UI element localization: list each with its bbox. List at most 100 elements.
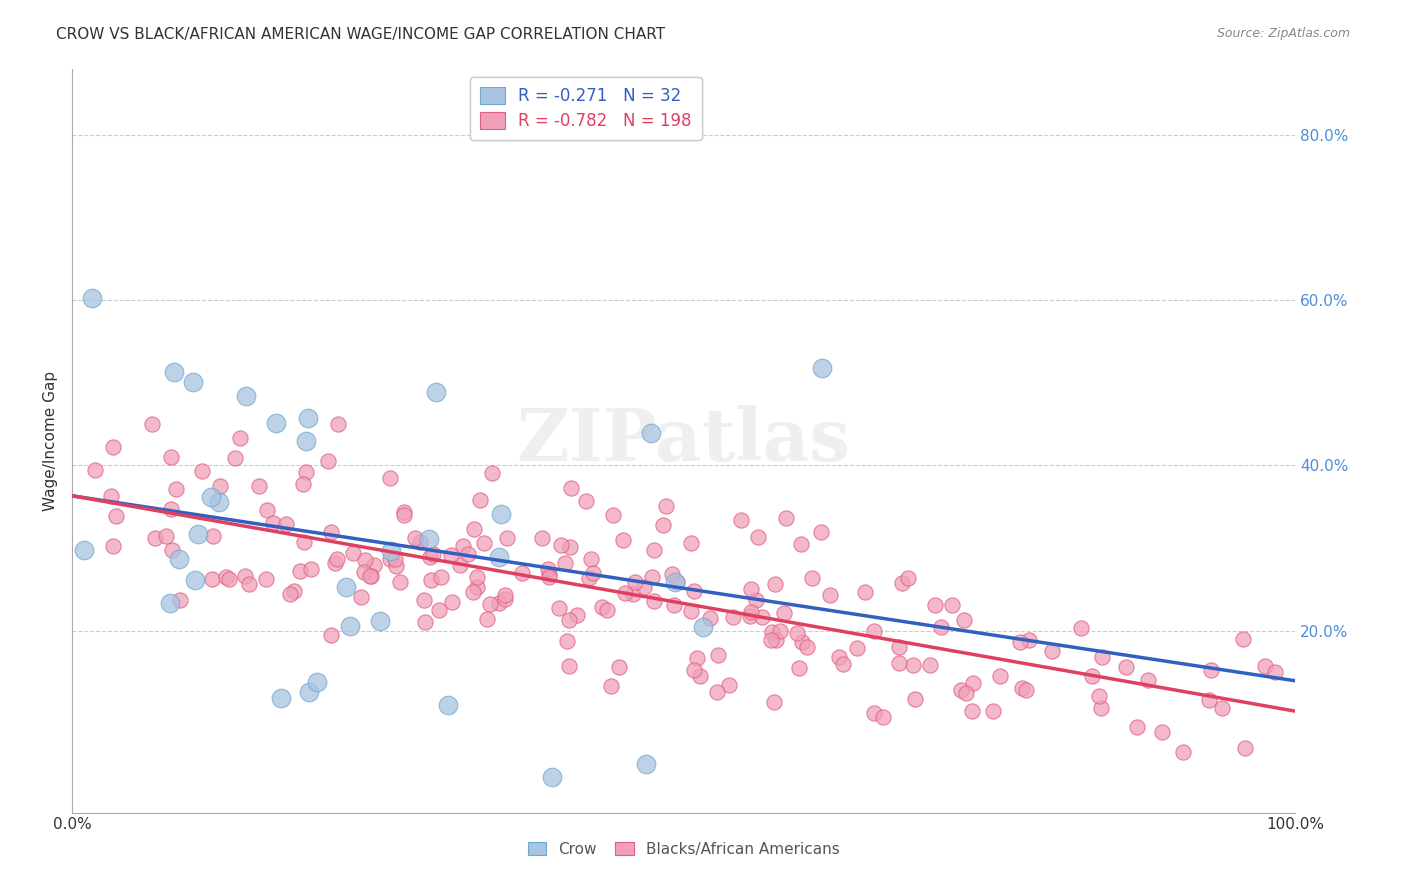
Point: [730, 513, 752, 527]
Point: [100, 489, 122, 503]
Point: [238, 576, 260, 591]
Point: [262, 516, 284, 530]
Point: [384, 552, 406, 566]
Point: [773, 606, 796, 620]
Point: [683, 584, 706, 599]
Point: [664, 575, 686, 590]
Point: [159, 501, 181, 516]
Point: [229, 431, 252, 445]
Point: [918, 658, 941, 673]
Point: [1173, 745, 1195, 759]
Point: [763, 695, 786, 709]
Point: [463, 523, 485, 537]
Point: [652, 517, 675, 532]
Point: [278, 587, 301, 601]
Point: [389, 574, 412, 589]
Point: [247, 479, 270, 493]
Point: [531, 531, 554, 545]
Point: [941, 599, 963, 613]
Point: [209, 479, 232, 493]
Point: [437, 698, 460, 712]
Point: [489, 507, 512, 521]
Point: [467, 570, 489, 584]
Point: [541, 770, 564, 784]
Point: [449, 558, 471, 572]
Point: [394, 508, 416, 523]
Point: [224, 451, 246, 466]
Point: [796, 640, 818, 654]
Point: [537, 562, 560, 576]
Point: [633, 580, 655, 594]
Point: [1136, 673, 1159, 687]
Point: [558, 658, 581, 673]
Point: [472, 536, 495, 550]
Point: [325, 551, 347, 566]
Point: [818, 588, 841, 602]
Point: [1198, 693, 1220, 707]
Point: [325, 556, 347, 570]
Point: [662, 598, 685, 612]
Point: [477, 612, 499, 626]
Point: [872, 710, 894, 724]
Point: [163, 364, 186, 378]
Point: [665, 574, 688, 589]
Point: [790, 537, 813, 551]
Text: CROW VS BLACK/AFRICAN AMERICAN WAGE/INCOME GAP CORRELATION CHART: CROW VS BLACK/AFRICAN AMERICAN WAGE/INCO…: [56, 27, 665, 42]
Point: [689, 669, 711, 683]
Point: [831, 657, 853, 671]
Point: [681, 535, 703, 549]
Point: [853, 585, 876, 599]
Point: [254, 572, 277, 586]
Point: [1115, 659, 1137, 673]
Point: [378, 552, 401, 566]
Point: [1018, 633, 1040, 648]
Point: [1015, 682, 1038, 697]
Point: [903, 658, 925, 673]
Point: [159, 597, 181, 611]
Point: [692, 620, 714, 634]
Point: [233, 569, 256, 583]
Text: ZIPatlas: ZIPatlas: [516, 405, 851, 476]
Point: [84, 463, 107, 477]
Point: [160, 543, 183, 558]
Point: [141, 417, 163, 431]
Point: [463, 585, 485, 599]
Point: [378, 470, 401, 484]
Point: [235, 389, 257, 403]
Point: [155, 529, 177, 543]
Point: [470, 493, 492, 508]
Point: [600, 679, 623, 693]
Point: [342, 545, 364, 559]
Point: [181, 375, 204, 389]
Point: [953, 613, 976, 627]
Point: [184, 573, 207, 587]
Point: [297, 685, 319, 699]
Point: [740, 582, 762, 596]
Point: [290, 565, 312, 579]
Point: [103, 539, 125, 553]
Point: [1091, 650, 1114, 665]
Point: [422, 547, 444, 561]
Point: [353, 565, 375, 579]
Point: [1211, 701, 1233, 715]
Point: [575, 493, 598, 508]
Point: [1090, 700, 1112, 714]
Point: [890, 576, 912, 591]
Point: [413, 615, 436, 630]
Point: [759, 632, 782, 647]
Point: [613, 586, 636, 600]
Legend: R = -0.271   N = 32, R = -0.782   N = 198: R = -0.271 N = 32, R = -0.782 N = 198: [470, 77, 702, 140]
Point: [789, 661, 811, 675]
Point: [897, 571, 920, 585]
Point: [1040, 644, 1063, 658]
Point: [488, 550, 510, 565]
Point: [537, 567, 560, 582]
Point: [159, 450, 181, 465]
Point: [718, 678, 741, 692]
Point: [440, 548, 463, 562]
Point: [339, 619, 361, 633]
Point: [636, 756, 658, 771]
Point: [451, 540, 474, 554]
Point: [441, 595, 464, 609]
Point: [299, 562, 322, 576]
